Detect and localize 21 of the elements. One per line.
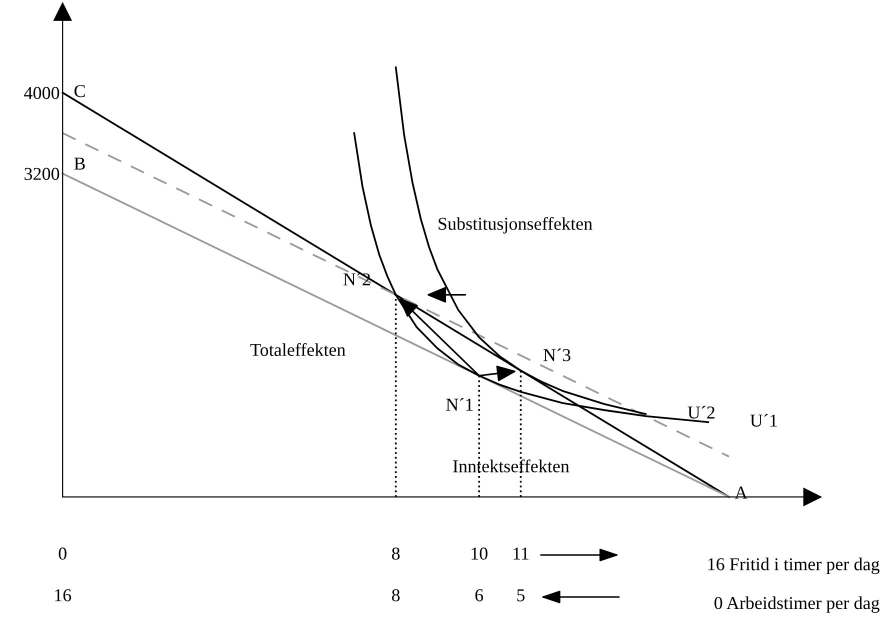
annotation: Totaleffekten (250, 343, 346, 356)
y-tick-label: 3200 (24, 168, 60, 180)
annotation: N´1 (446, 398, 473, 411)
x2-tick-label: 8 (392, 589, 400, 602)
x-tick-label: 8 (392, 548, 400, 560)
annotation: Substitusjonseffekten (438, 217, 592, 234)
x2-axis-title: 0 Arbeidstimer per dag (714, 596, 880, 613)
annotation: Inntektseffekten (453, 460, 570, 472)
annotation: U´2 (688, 406, 714, 419)
annotation: U´1 (750, 414, 777, 427)
annotation: C (74, 85, 85, 98)
annotation: N´3 (544, 348, 570, 362)
x2-tick-label: 5 (517, 589, 525, 602)
annotation: B (74, 158, 85, 170)
y-tick-label: 4000 (24, 86, 60, 100)
x2-tick-label: 6 (475, 589, 484, 602)
x-tick-label: 10 (472, 548, 488, 560)
x2-tick-label: 16 (55, 589, 72, 602)
x-tick-label: 11 (514, 548, 528, 560)
x-tick-label: 0 (58, 548, 66, 560)
x-axis-title: 16 Fritid i timer per dag (708, 558, 880, 574)
